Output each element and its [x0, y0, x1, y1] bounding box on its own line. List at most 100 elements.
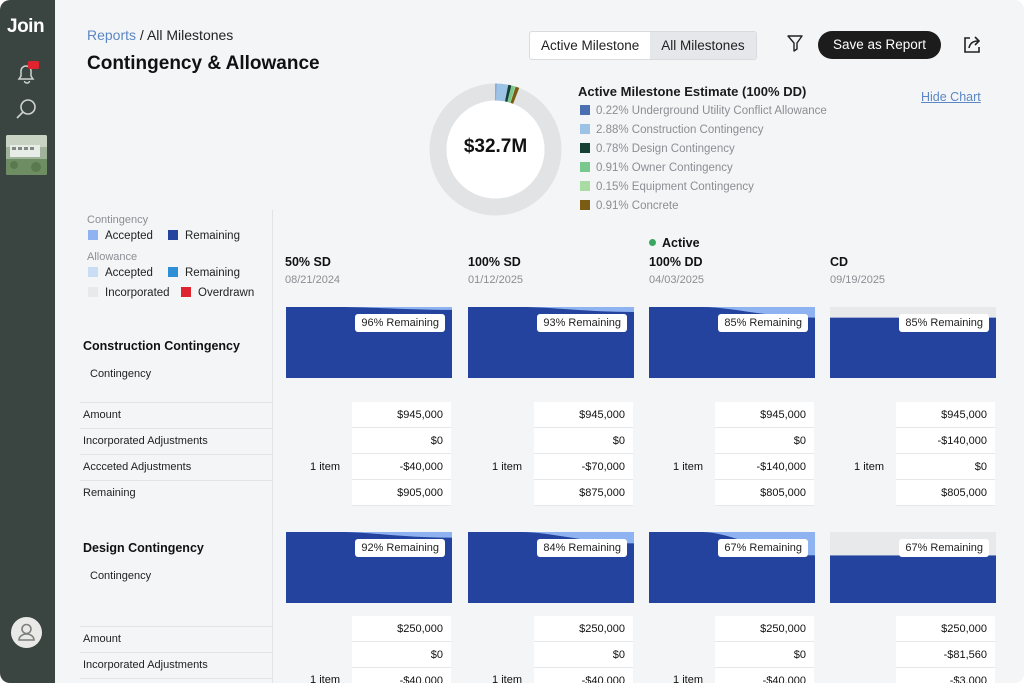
legend-swatch [580, 124, 590, 134]
row-divider [80, 428, 272, 429]
item-count[interactable]: 1 item [492, 461, 522, 473]
legend-item: 2.88% Construction Contingency [580, 124, 764, 136]
value-cell: $250,000 [715, 616, 814, 642]
remaining-tile[interactable]: 67% Remaining [649, 532, 815, 603]
value-cell: -$40,000 [352, 454, 451, 480]
milestone-date: 01/12/2025 [468, 274, 524, 286]
legend-swatch [580, 181, 590, 191]
remaining-tile[interactable]: 96% Remaining [286, 307, 452, 378]
row-divider [80, 480, 272, 481]
row-divider [80, 626, 272, 627]
save-as-report-button[interactable]: Save as Report [818, 31, 941, 59]
remaining-tile[interactable]: 93% Remaining [468, 307, 634, 378]
remaining-pill: 85% Remaining [718, 314, 808, 332]
milestone-header: 100% SD 01/12/2025 [468, 255, 523, 286]
column-divider [272, 210, 273, 683]
breadcrumb-reports-link[interactable]: Reports [87, 27, 137, 43]
legend-item: 0.91% Concrete [580, 200, 678, 212]
milestone-header: CD 09/19/2025 [830, 255, 885, 286]
key-label: Overdrawn [198, 287, 255, 299]
key-contingency-heading: Contingency [87, 214, 149, 226]
value-cell: -$3,000 [896, 668, 995, 683]
active-milestone-badge: Active [649, 236, 700, 250]
value-cell: $945,000 [896, 402, 995, 428]
milestone-date: 09/19/2025 [830, 274, 886, 286]
key-cont-remaining: Remaining [168, 230, 240, 242]
item-count[interactable]: 1 item [854, 461, 884, 473]
key-label: Remaining [185, 230, 240, 242]
value-cell: $0 [352, 642, 451, 668]
breadcrumb-separator: / [136, 27, 147, 43]
key-cont-accepted: Accepted [88, 230, 153, 242]
legend-item: 0.15% Equipment Contingency [580, 181, 754, 193]
legend-label: 0.78% Design Contingency [596, 143, 735, 155]
section-title: Construction Contingency [83, 339, 240, 353]
value-cell: $875,000 [534, 480, 633, 506]
key-label: Incorporated [105, 287, 170, 299]
export-icon[interactable] [961, 34, 983, 56]
item-count[interactable]: 1 item [673, 674, 703, 683]
page-title: Contingency & Allowance [87, 53, 320, 74]
swatch [88, 230, 98, 240]
active-label: Active [662, 236, 700, 250]
legend-item: 0.78% Design Contingency [580, 143, 735, 155]
item-count[interactable]: 1 item [673, 461, 703, 473]
item-count[interactable]: 1 item [310, 674, 340, 683]
remaining-pill: 92% Remaining [355, 539, 445, 557]
remaining-pill: 67% Remaining [899, 539, 989, 557]
donut-slice [429, 83, 562, 216]
breadcrumb-current: All Milestones [146, 27, 234, 43]
item-count[interactable]: 1 item [310, 461, 340, 473]
milestone-name: 50% SD [285, 255, 331, 269]
all-milestones-tab[interactable]: All Milestones [650, 32, 756, 59]
value-cell: $0 [534, 428, 633, 454]
filter-icon[interactable] [786, 33, 804, 53]
key-incorporated: Incorporated [88, 287, 170, 299]
item-count[interactable]: 1 item [492, 674, 522, 683]
legend-label: 0.22% Underground Utility Conflict Allow… [596, 105, 827, 117]
hide-chart-link[interactable]: Hide Chart [921, 90, 981, 104]
active-milestone-tab[interactable]: Active Milestone [541, 38, 640, 53]
swatch [181, 287, 191, 297]
value-cell: $250,000 [896, 616, 995, 642]
remaining-tile[interactable]: 92% Remaining [286, 532, 452, 603]
milestone-name: 100% DD [649, 255, 703, 269]
search-icon[interactable] [14, 96, 40, 122]
estimate-title: Active Milestone Estimate (100% DD) [578, 84, 807, 99]
app-logo[interactable]: Join [7, 16, 45, 37]
active-dot [649, 239, 656, 246]
swatch [88, 267, 98, 277]
project-thumbnail[interactable] [6, 135, 47, 175]
value-cell: -$140,000 [715, 454, 814, 480]
value-cell: $0 [896, 454, 995, 480]
legend-swatch [580, 143, 590, 153]
value-cell: $0 [534, 642, 633, 668]
legend-label: 0.91% Concrete [596, 200, 679, 212]
value-cell: $945,000 [715, 402, 814, 428]
value-cell: -$40,000 [352, 668, 451, 683]
swatch [88, 287, 98, 297]
value-cell: -$40,000 [534, 668, 633, 683]
remaining-tile[interactable]: 67% Remaining [830, 532, 996, 603]
legend-swatch [580, 105, 590, 115]
remaining-tile[interactable]: 85% Remaining [830, 307, 996, 378]
legend-label: 2.88% Construction Contingency [596, 124, 764, 136]
remaining-tile[interactable]: 84% Remaining [468, 532, 634, 603]
section-subtitle: Contingency [90, 570, 152, 582]
tile-chart [830, 555, 996, 603]
milestone-name: CD [830, 255, 849, 269]
value-cell: $945,000 [352, 402, 451, 428]
milestone-date: 04/03/2025 [649, 274, 705, 286]
value-cell: -$40,000 [715, 668, 814, 683]
section-title: Design Contingency [83, 541, 204, 555]
notification-bell-icon[interactable] [14, 60, 40, 86]
value-cell: -$81,560 [896, 642, 995, 668]
remaining-pill: 85% Remaining [899, 314, 989, 332]
value-cell: $250,000 [352, 616, 451, 642]
milestone-toggle: Active Milestone All Milestones [529, 31, 757, 60]
user-avatar[interactable] [11, 617, 42, 648]
row-divider [80, 678, 272, 679]
remaining-pill: 84% Remaining [537, 539, 627, 557]
remaining-tile[interactable]: 85% Remaining [649, 307, 815, 378]
